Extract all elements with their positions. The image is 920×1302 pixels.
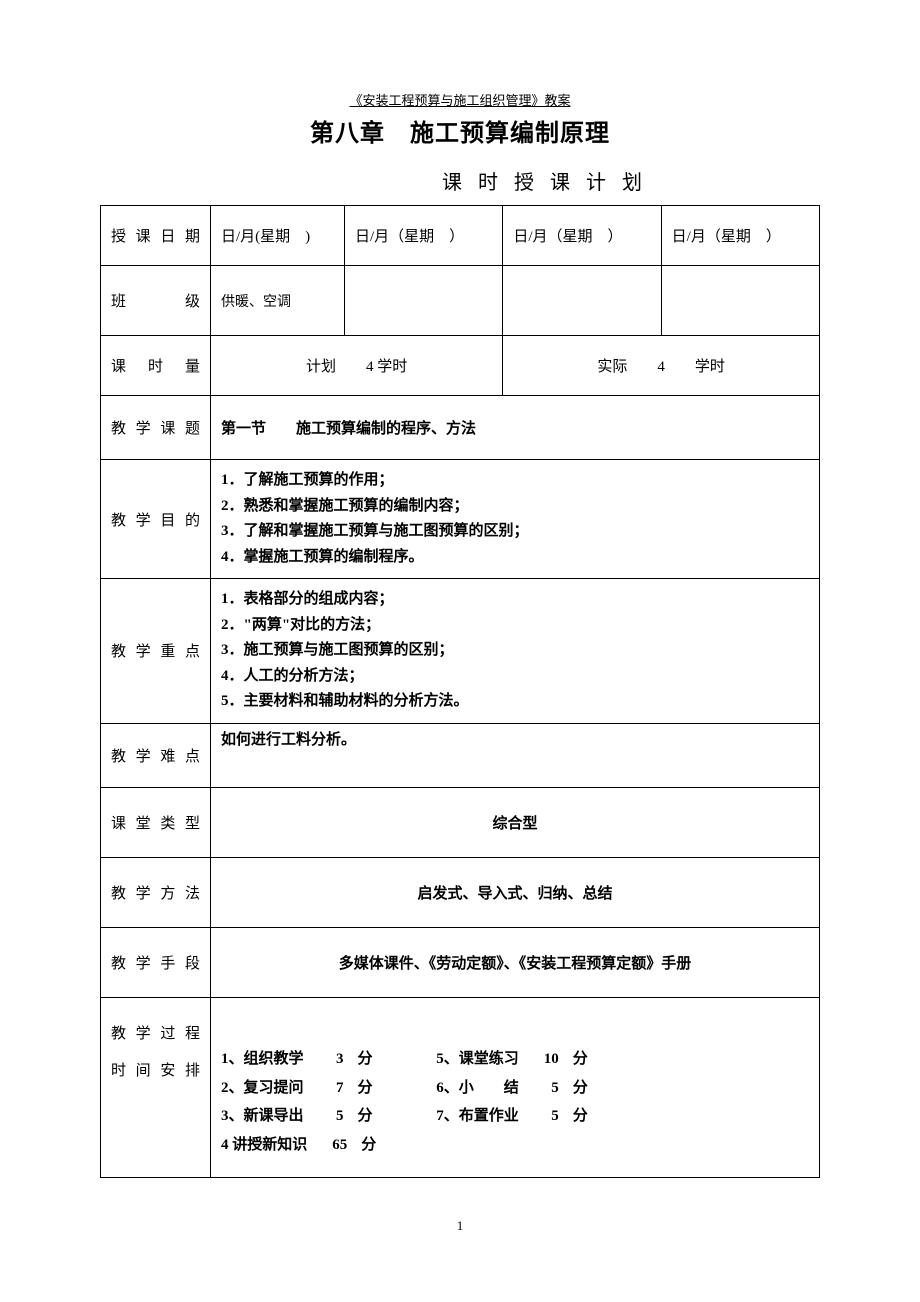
chapter-title: 第八章 施工预算编制原理 <box>100 113 820 148</box>
process-label-2: 时间安排 <box>111 1053 200 1091</box>
time-item-4: 4 讲授新知识65分 <box>221 1131 376 1160</box>
plan-value: 4 <box>366 359 374 375</box>
method-label: 教学方法 <box>101 857 211 927</box>
objective-item-2: 2．熟悉和掌握施工预算的编制内容； <box>221 494 809 520</box>
objective-item-1: 1．了解施工预算的作用； <box>221 468 809 494</box>
objective-content: 1．了解施工预算的作用； 2．熟悉和掌握施工预算的编制内容； 3．了解和掌握施工… <box>211 460 820 579</box>
time-item-6: 6、小 结5分 <box>436 1074 588 1103</box>
keypoint-label: 教学重点 <box>101 579 211 724</box>
process-content: 1、组织教学3分 2、复习提问7分 3、新课导出5分 4 讲授新知识65分 5、… <box>211 997 820 1177</box>
type-label: 课堂类型 <box>101 787 211 857</box>
hours-plan: 计划 4 学时 <box>211 336 503 396</box>
table-row-topic: 教学课题 第一节 施工预算编制的程序、方法 <box>101 396 820 460</box>
process-label: 教学过程 时间安排 <box>101 997 211 1177</box>
objective-item-3: 3．了解和掌握施工预算与施工图预算的区别； <box>221 519 809 545</box>
table-row-means: 教学手段 多媒体课件、《劳动定额》、《安装工程预算定额》手册 <box>101 927 820 997</box>
time-item-5: 5、课堂练习10分 <box>436 1045 588 1074</box>
date-cell-2: 日/月（星期 ） <box>345 206 503 266</box>
actual-value: 4 <box>657 359 665 375</box>
class-label: 班 级 <box>101 266 211 336</box>
date-cell-4: 日/月（星期 ） <box>661 206 819 266</box>
means-label: 教学手段 <box>101 927 211 997</box>
date-label: 授课日期 <box>101 206 211 266</box>
keypoint-item-4: 4．人工的分析方法； <box>221 664 809 690</box>
document-header: 《安装工程预算与施工组织管理》教案 <box>100 90 820 109</box>
date-cell-1: 日/月(星期 ) <box>211 206 345 266</box>
table-row-class: 班 级 供暖、空调 <box>101 266 820 336</box>
date-cell-3: 日/月（星期 ） <box>503 206 661 266</box>
hours-actual: 实际 4 学时 <box>503 336 820 396</box>
time-left-column: 1、组织教学3分 2、复习提问7分 3、新课导出5分 4 讲授新知识65分 <box>221 1045 376 1159</box>
page-number: 1 <box>100 1218 820 1234</box>
time-item-7: 7、布置作业5分 <box>436 1102 588 1131</box>
keypoint-item-3: 3．施工预算与施工图预算的区别； <box>221 638 809 664</box>
plan-title: 课时授课计划 <box>100 166 820 195</box>
table-row-type: 课堂类型 综合型 <box>101 787 820 857</box>
keypoint-item-5: 5．主要材料和辅助材料的分析方法。 <box>221 689 809 715</box>
table-row-date: 授课日期 日/月(星期 ) 日/月（星期 ） 日/月（星期 ） 日/月（星期 ） <box>101 206 820 266</box>
keypoint-content: 1．表格部分的组成内容； 2．"两算"对比的方法； 3．施工预算与施工图预算的区… <box>211 579 820 724</box>
time-right-column: 5、课堂练习10分 6、小 结5分 7、布置作业5分 <box>436 1045 588 1159</box>
class-empty-2 <box>503 266 661 336</box>
time-item-2: 2、复习提问7分 <box>221 1074 376 1103</box>
class-empty-3 <box>661 266 819 336</box>
type-value: 综合型 <box>211 787 820 857</box>
difficulty-label: 教学难点 <box>101 723 211 787</box>
time-item-3: 3、新课导出5分 <box>221 1102 376 1131</box>
difficulty-value: 如何进行工料分析。 <box>211 723 820 787</box>
means-value: 多媒体课件、《劳动定额》、《安装工程预算定额》手册 <box>211 927 820 997</box>
hours-label: 课 时 量 <box>101 336 211 396</box>
time-item-1: 1、组织教学3分 <box>221 1045 376 1074</box>
keypoint-item-1: 1．表格部分的组成内容； <box>221 587 809 613</box>
table-row-hours: 课 时 量 计划 4 学时 实际 4 学时 <box>101 336 820 396</box>
topic-label: 教学课题 <box>101 396 211 460</box>
keypoint-item-2: 2．"两算"对比的方法； <box>221 613 809 639</box>
lesson-plan-table: 授课日期 日/月(星期 ) 日/月（星期 ） 日/月（星期 ） 日/月（星期 ）… <box>100 205 820 1178</box>
objective-label: 教学目的 <box>101 460 211 579</box>
actual-unit: 学时 <box>695 359 725 375</box>
table-row-objective: 教学目的 1．了解施工预算的作用； 2．熟悉和掌握施工预算的编制内容； 3．了解… <box>101 460 820 579</box>
table-row-process: 教学过程 时间安排 1、组织教学3分 2、复习提问7分 3、新课导出5分 4 讲… <box>101 997 820 1177</box>
method-value: 启发式、导入式、归纳、总结 <box>211 857 820 927</box>
header-text: 《安装工程预算与施工组织管理》教案 <box>349 93 570 108</box>
plan-unit: 学时 <box>377 359 407 375</box>
table-row-method: 教学方法 启发式、导入式、归纳、总结 <box>101 857 820 927</box>
plan-label: 计划 <box>306 359 336 375</box>
class-empty-1 <box>345 266 503 336</box>
topic-value: 第一节 施工预算编制的程序、方法 <box>211 396 820 460</box>
class-value: 供暖、空调 <box>211 266 345 336</box>
objective-item-4: 4．掌握施工预算的编制程序。 <box>221 545 809 571</box>
process-label-1: 教学过程 <box>111 1016 200 1054</box>
actual-label: 实际 <box>597 359 627 375</box>
table-row-keypoint: 教学重点 1．表格部分的组成内容； 2．"两算"对比的方法； 3．施工预算与施工… <box>101 579 820 724</box>
table-row-difficulty: 教学难点 如何进行工料分析。 <box>101 723 820 787</box>
